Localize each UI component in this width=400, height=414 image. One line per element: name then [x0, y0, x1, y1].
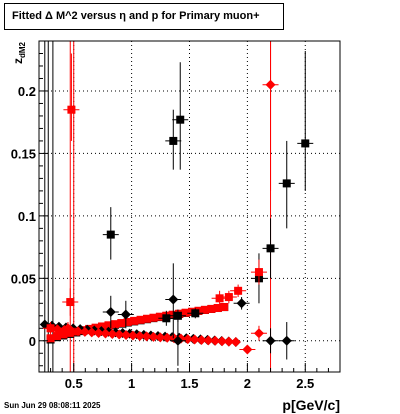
band-marker: [130, 316, 139, 325]
data-point: [172, 335, 183, 346]
band-marker: [86, 327, 97, 338]
plot-frame: [38, 40, 341, 373]
x-tick-label: 0.5: [65, 376, 83, 391]
band-marker: [217, 336, 228, 347]
band-marker: [155, 312, 164, 321]
vertical-lines: [44, 41, 272, 372]
data-point: [281, 335, 292, 346]
data-point: [169, 136, 178, 145]
band-marker: [168, 310, 177, 319]
data-point: [66, 298, 75, 307]
band-marker: [141, 331, 152, 342]
data-point: [282, 179, 291, 188]
band-marker: [100, 328, 111, 339]
data-point: [265, 79, 276, 90]
y-tick-label: 0.15: [11, 146, 36, 161]
band-marker: [162, 332, 173, 343]
data-point: [254, 268, 263, 277]
band-marker: [181, 308, 190, 317]
data-point: [215, 294, 224, 303]
band-marker: [143, 314, 152, 323]
series-group: [59, 41, 279, 355]
band-marker: [98, 322, 107, 331]
band-marker: [149, 313, 158, 322]
band-marker: [134, 330, 145, 341]
band-marker: [127, 330, 138, 341]
chart-title: Fitted Δ M^2 versus η and p for Primary …: [4, 3, 284, 30]
data-point: [242, 344, 253, 355]
band-marker: [117, 319, 126, 328]
band-marker: [203, 335, 214, 346]
data-point: [236, 298, 247, 309]
band-marker: [223, 336, 234, 347]
data-point: [253, 328, 264, 339]
band-marker: [107, 328, 118, 339]
band-marker: [155, 332, 166, 343]
data-point: [266, 244, 275, 253]
band-marker: [210, 335, 221, 346]
y-tick-label: 0.1: [18, 209, 36, 224]
x-tick-label: 2: [244, 376, 251, 391]
data-point: [120, 309, 131, 320]
band-marker: [189, 334, 200, 345]
band-marker: [207, 304, 216, 313]
band-marker: [46, 334, 55, 343]
band-marker: [200, 305, 209, 314]
band-marker: [196, 334, 207, 345]
y-axis-label-sub: dM2: [18, 41, 27, 58]
band-marker: [148, 331, 159, 342]
y-tick-label: 0: [29, 334, 36, 349]
band-marker: [104, 321, 113, 330]
band-marker: [110, 320, 119, 329]
x-tick-label: 2.5: [296, 376, 314, 391]
data-point: [106, 230, 115, 239]
band-marker: [53, 332, 62, 341]
data-point: [191, 309, 200, 318]
data-point: [62, 323, 73, 334]
data-point: [301, 139, 310, 148]
x-tick-label: 1: [128, 376, 135, 391]
data-point: [46, 324, 55, 333]
band-marker: [79, 326, 90, 337]
band-marker: [123, 317, 132, 326]
band-marker: [230, 337, 241, 348]
band-marker: [213, 303, 222, 312]
timestamp: Sun Jun 29 08:08:11 2025: [4, 401, 101, 410]
band-marker: [59, 330, 68, 339]
x-tick-label: 1.5: [180, 376, 198, 391]
y-tick-label: 0.2: [18, 84, 36, 99]
data-series: [42, 41, 314, 366]
x-axis-label: p[GeV/c]: [282, 397, 340, 413]
band-marker: [93, 327, 104, 338]
series-group: [102, 50, 314, 326]
grid: [39, 41, 340, 372]
axis-ticks: 0.5 1 1.5 2 2.5 0 0.05 0.1 0.15 0.2: [11, 52, 329, 391]
band-marker: [220, 303, 229, 312]
band-marker: [121, 329, 132, 340]
data-point: [105, 307, 116, 318]
data-point: [162, 314, 171, 323]
band-marker: [182, 334, 193, 345]
data-point: [265, 335, 276, 346]
data-point: [168, 294, 179, 305]
series-group: [42, 53, 267, 335]
band-marker: [136, 315, 145, 324]
data-point: [234, 286, 243, 295]
band-marker: [52, 324, 63, 335]
data-point: [176, 115, 185, 124]
band-marker: [114, 329, 125, 340]
y-axis-label: zdM2: [11, 41, 27, 64]
data-point: [224, 293, 233, 302]
series-group: [102, 263, 295, 366]
data-point: [67, 105, 76, 114]
y-tick-label: 0.05: [11, 271, 36, 286]
